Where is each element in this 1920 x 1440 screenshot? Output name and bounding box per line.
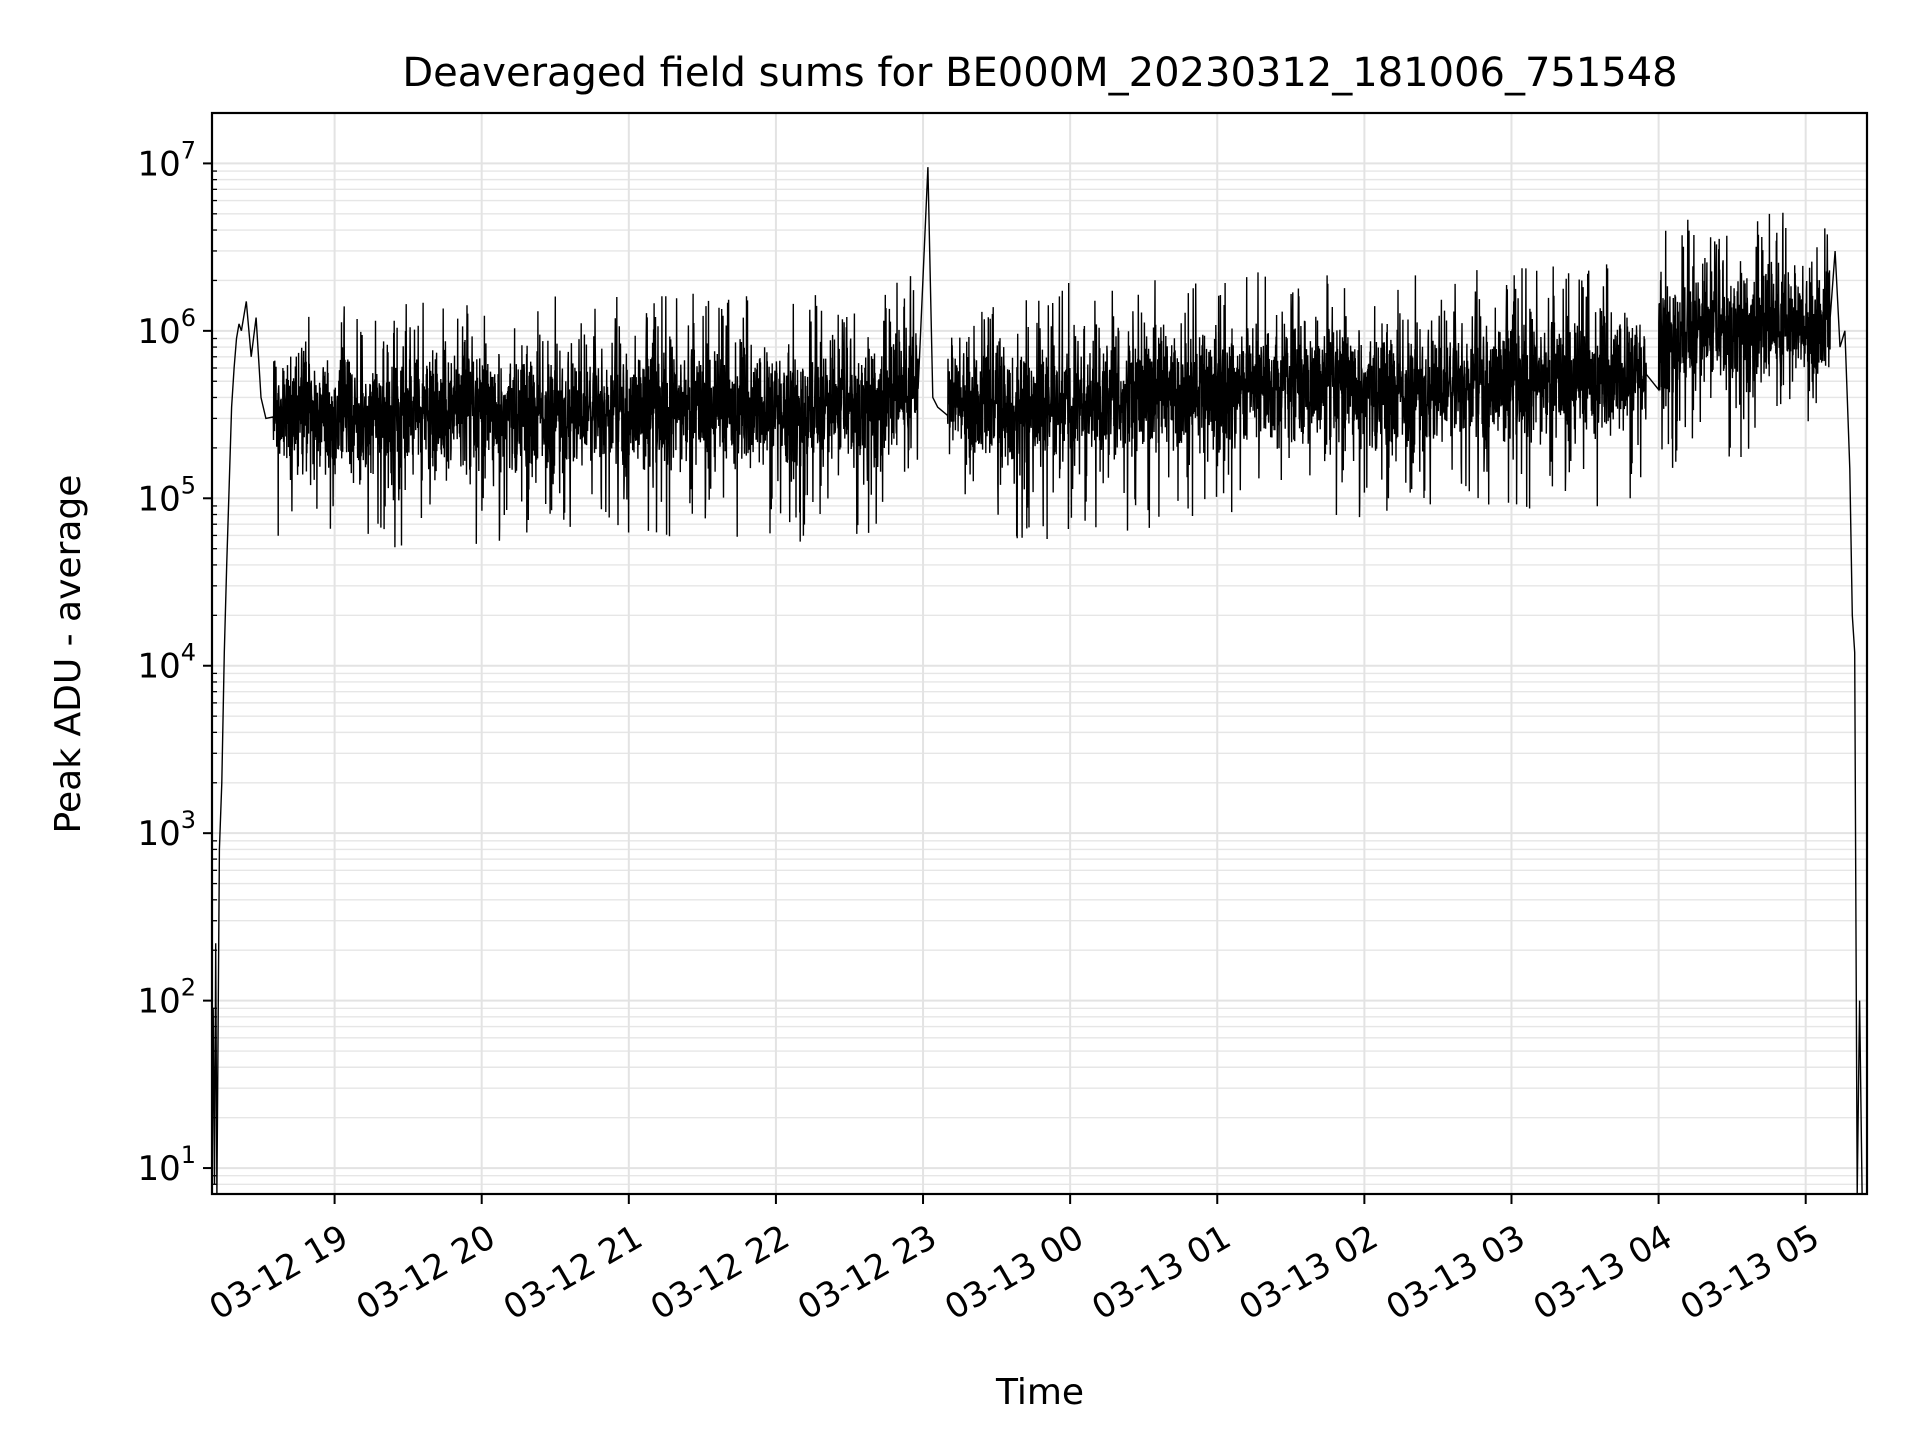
y-tick-label: 106 [137, 304, 196, 352]
x-axis-label: Time [995, 1372, 1084, 1413]
y-tick-label: 102 [137, 974, 196, 1022]
y-tick-label: 101 [137, 1141, 196, 1189]
y-tick-label: 107 [137, 136, 196, 184]
data-line [211, 167, 1863, 1195]
y-tick-label: 104 [137, 639, 196, 687]
y-axis-label: Peak ADU - average [48, 475, 89, 834]
plot-frame [210, 111, 1869, 1196]
data-series [211, 167, 1863, 1195]
y-tick-label: 103 [137, 806, 196, 854]
y-tick-label: 105 [137, 471, 196, 519]
chart-title: Deaveraged field sums for BE000M_2023031… [402, 50, 1677, 96]
